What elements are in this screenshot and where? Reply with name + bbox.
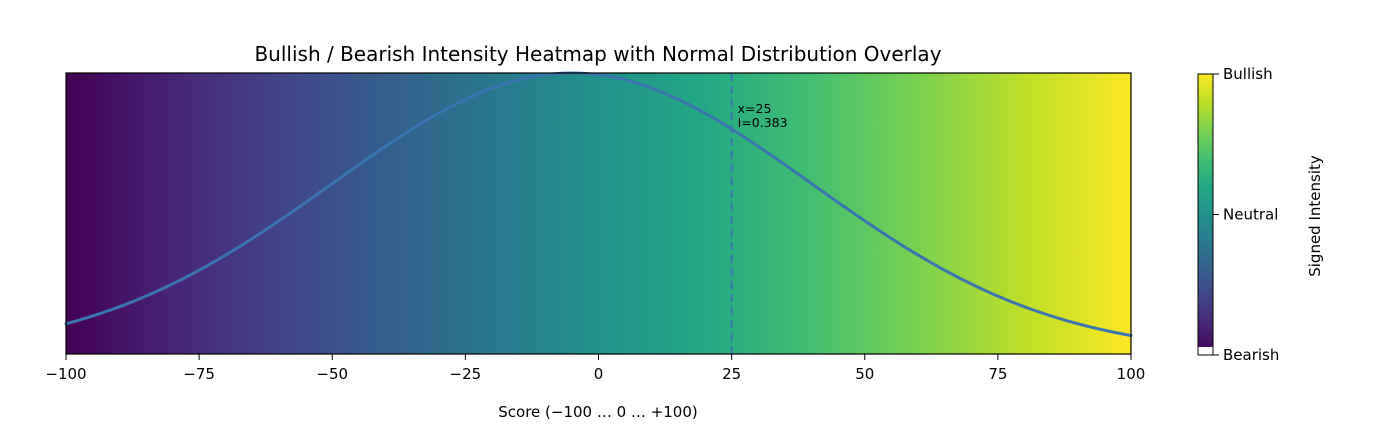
colorbar-tick-label: Bearish [1223, 346, 1279, 364]
chart-title: Bullish / Bearish Intensity Heatmap with… [254, 42, 941, 66]
colorbar [1198, 74, 1213, 355]
x-tick-label: −75 [183, 365, 215, 383]
x-axis: −100 −75 −50 −25 0 25 50 75 100 [45, 354, 1145, 383]
x-tick-label: 100 [1117, 365, 1146, 383]
x-axis-label: Score (−100 … 0 … +100) [498, 403, 698, 421]
heatmap-area [66, 73, 1131, 354]
x-tick-label: −25 [450, 365, 482, 383]
x-tick-label: 50 [855, 365, 874, 383]
x-tick-label: 0 [594, 365, 604, 383]
marker-label-x: x=25 [738, 101, 772, 116]
x-tick-label: 75 [988, 365, 1007, 383]
colorbar-extension [1198, 347, 1213, 355]
colorbar-ticks: Bearish Neutral Bullish [1213, 65, 1279, 364]
colorbar-tick-label: Neutral [1223, 206, 1278, 224]
colorbar-label: Signed Intensity [1306, 155, 1324, 277]
x-tick-label: 25 [722, 365, 741, 383]
normal-distribution-curve [64, 71, 1133, 338]
colorbar-tick-label: Bullish [1223, 65, 1273, 83]
x-tick-label: −50 [316, 365, 348, 383]
marker-label-intensity: I=0.383 [738, 115, 788, 130]
x-tick-label: −100 [45, 365, 86, 383]
